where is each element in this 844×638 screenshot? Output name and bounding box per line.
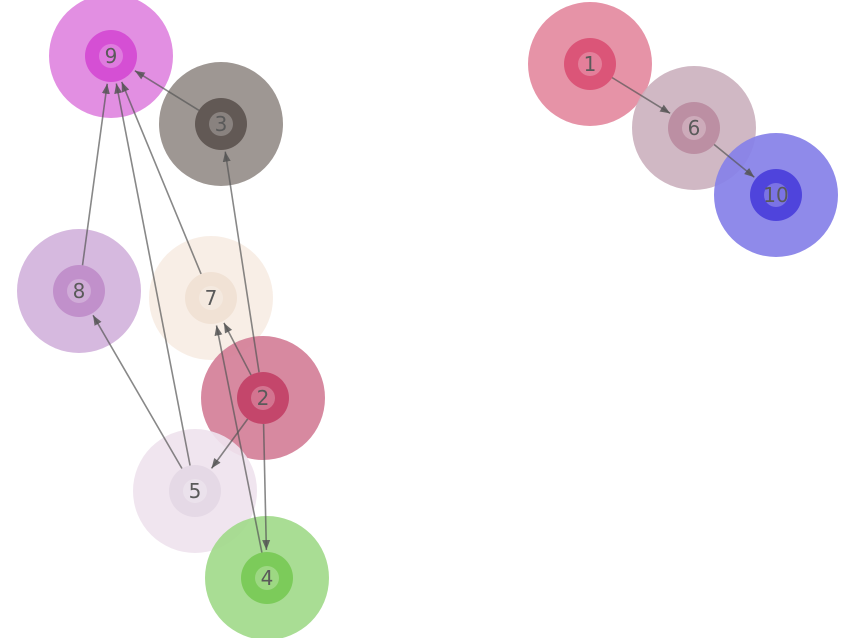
node-9[interactable]	[49, 0, 173, 118]
edge-6-to-10	[713, 143, 755, 178]
node-core	[564, 38, 616, 90]
edge-5-to-8	[92, 314, 183, 469]
node-center	[255, 566, 279, 590]
node-label: 10	[763, 183, 788, 207]
node-core	[750, 169, 802, 221]
node-core	[53, 265, 105, 317]
edge-7-to-9	[120, 81, 202, 275]
node-2[interactable]	[201, 336, 325, 460]
node-center	[67, 279, 91, 303]
node-center	[183, 479, 207, 503]
edge-2-to-5	[210, 418, 249, 469]
node-label: 5	[189, 479, 202, 503]
node-center	[209, 112, 233, 136]
node-center	[251, 386, 275, 410]
node-core	[185, 272, 237, 324]
node-6[interactable]	[632, 66, 756, 190]
edge-2-to-3	[222, 151, 260, 373]
node-core	[85, 30, 137, 82]
node-label: 2	[257, 386, 270, 410]
node-center	[99, 44, 123, 68]
node-core	[668, 102, 720, 154]
labels-layer: 9 3 1 6 10 8 7 2 5 4	[73, 44, 789, 590]
node-7[interactable]	[149, 236, 273, 360]
node-core	[195, 98, 247, 150]
edge-4-to-7	[214, 325, 263, 553]
edge-2-to-4	[262, 423, 271, 551]
edge-5-to-9	[114, 83, 191, 466]
edge-8-to-9	[81, 83, 110, 266]
node-core	[169, 465, 221, 517]
node-label: 6	[688, 116, 701, 140]
node-label: 8	[73, 279, 86, 303]
node-label: 9	[105, 44, 118, 68]
edge-1-to-6	[611, 76, 671, 115]
edges-layer	[81, 70, 755, 553]
node-label: 1	[584, 52, 597, 76]
node-8[interactable]	[17, 229, 141, 353]
node-center	[682, 116, 706, 140]
edge-2-to-7	[223, 322, 252, 376]
node-label: 4	[261, 566, 274, 590]
node-label: 3	[215, 112, 228, 136]
node-center	[199, 286, 223, 310]
nodes-layer	[17, 0, 838, 638]
node-core	[241, 552, 293, 604]
node-4[interactable]	[205, 516, 329, 638]
node-center	[578, 52, 602, 76]
node-center	[764, 183, 788, 207]
edge-3-to-9	[134, 70, 200, 112]
node-3[interactable]	[159, 62, 283, 186]
node-10[interactable]	[714, 133, 838, 257]
node-label: 7	[205, 286, 218, 310]
node-1[interactable]	[528, 2, 652, 126]
node-core	[237, 372, 289, 424]
node-5[interactable]	[133, 429, 257, 553]
